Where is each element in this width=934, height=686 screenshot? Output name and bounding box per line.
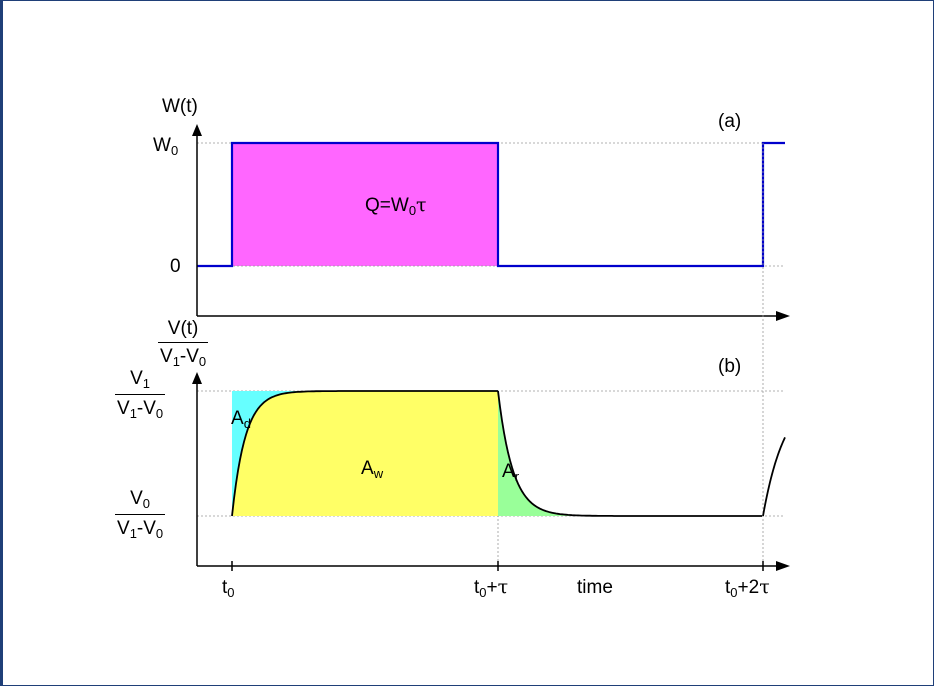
t0-2tau-tick-label: t0+2τ (725, 576, 770, 600)
area-d-label: Ad (231, 408, 251, 431)
area-w-label: Aw (361, 458, 384, 481)
v0-tick-label: V0 V1-V0 (115, 488, 166, 541)
t0-tick-label: t0 (222, 577, 235, 600)
area-w-region (232, 391, 498, 516)
time-axis-title: time (577, 577, 613, 598)
panel-a-tag: (a) (718, 111, 742, 132)
top-x-axis-arrow (776, 311, 790, 321)
charge-area-label: Q=W0τ (365, 194, 427, 218)
panel-b-tag: (b) (718, 356, 742, 377)
area-r-region (498, 391, 763, 516)
bottom-y-axis-label: V(t) V1-V0 (158, 318, 209, 369)
voltage-decay-curve (497, 390, 762, 517)
voltage-second-rise-curve (762, 437, 786, 517)
zero-tick-label: 0 (170, 256, 181, 277)
t0-tau-tick-label: t0+τ (474, 576, 509, 600)
top-y-axis-arrow (192, 124, 202, 136)
heat-pulse-area (232, 143, 498, 266)
bottom-y-axis-arrow (192, 372, 202, 384)
w0-tick-label: W0 (153, 135, 179, 158)
v1-tick-label: V1 V1-V0 (115, 368, 166, 421)
area-d-region (232, 391, 498, 516)
top-y-axis-label: W(t) (162, 96, 198, 117)
area-r-label: Ar (502, 461, 520, 484)
voltage-rise-curve (231, 390, 498, 517)
bottom-x-axis-arrow (776, 561, 790, 571)
